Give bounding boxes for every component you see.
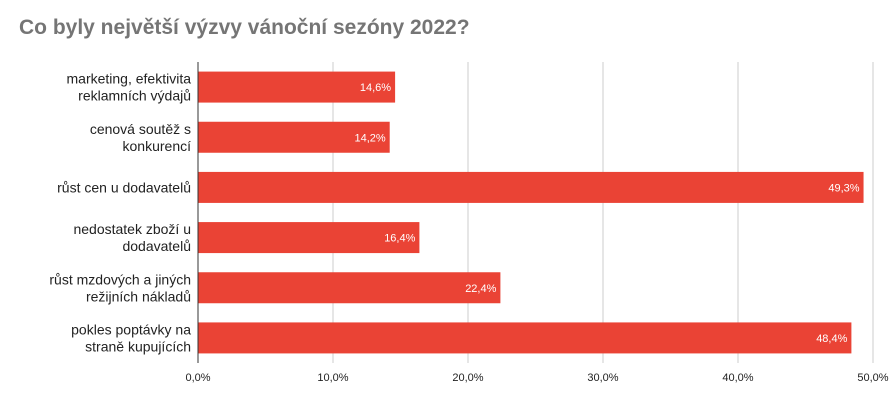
- bar: [198, 71, 396, 103]
- category-label: nedostatek zboží u: [73, 221, 191, 237]
- bar: [198, 222, 420, 254]
- data-label: 16,4%: [384, 233, 415, 245]
- x-tick-label: 10,0%: [317, 372, 348, 384]
- x-tick-label: 40,0%: [722, 372, 753, 384]
- data-label: 14,2%: [354, 132, 385, 144]
- category-label: konkurencí: [123, 138, 192, 154]
- chart-title: Co byly největší výzvy vánoční sezóny 20…: [19, 16, 470, 39]
- x-tick-label: 20,0%: [452, 372, 483, 384]
- category-label: růst mzdových a jiných: [49, 271, 191, 287]
- category-label: pokles poptávky na: [71, 321, 191, 337]
- category-label: marketing, efektivita: [67, 71, 192, 87]
- bar: [198, 171, 864, 203]
- bar: [198, 272, 501, 304]
- category-label: straně kupujících: [85, 338, 191, 354]
- bar: [198, 322, 852, 354]
- data-label: 49,3%: [828, 182, 859, 194]
- data-label: 48,4%: [816, 333, 847, 345]
- x-tick-label: 50,0%: [857, 372, 888, 384]
- data-label: 22,4%: [465, 283, 496, 295]
- category-label: reklamních výdajů: [78, 88, 191, 104]
- x-tick-label: 0,0%: [185, 372, 210, 384]
- category-label: růst cen u dodavatelů: [57, 179, 191, 195]
- category-label: dodavatelů: [122, 238, 191, 254]
- x-tick-label: 30,0%: [587, 372, 618, 384]
- data-label: 14,6%: [360, 82, 391, 94]
- bar: [198, 121, 390, 153]
- category-label: režijních nákladů: [86, 288, 191, 304]
- category-label: cenová soutěž s: [90, 121, 191, 137]
